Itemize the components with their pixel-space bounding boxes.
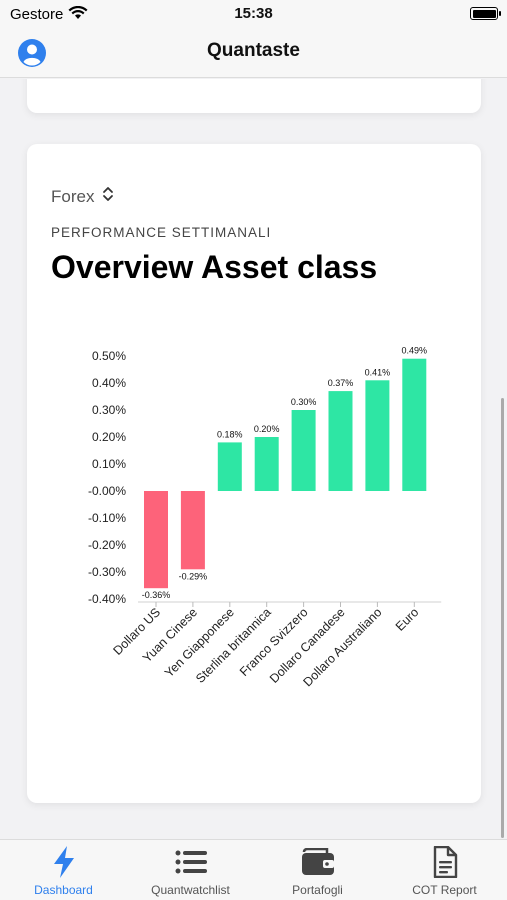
market-selector-label: Forex (51, 186, 95, 206)
chart-bar (180, 491, 205, 570)
y-tick-label: 0.40% (92, 376, 126, 390)
list-icon (127, 844, 254, 880)
data-label: 0.41% (365, 367, 391, 377)
dashboard-content[interactable]: Forex PERFORMANCE SETTIMANALI Overview A… (0, 79, 507, 839)
card-title: Overview Asset class (51, 249, 378, 285)
previous-card (27, 79, 481, 113)
chart-bar (254, 437, 279, 491)
chart-bar (144, 491, 168, 589)
x-tick-label: Euro (393, 605, 422, 634)
nav-bar: Quantaste (0, 28, 507, 78)
chart-bar (291, 410, 316, 491)
data-label: 0.37% (328, 378, 354, 388)
clock: 15:38 (234, 5, 273, 22)
wallet-icon (254, 844, 381, 880)
y-tick-label: 0.30% (92, 403, 126, 417)
carrier-label: Gestore (10, 6, 64, 23)
y-tick-label: -0.00% (88, 484, 126, 498)
data-label: 0.30% (291, 397, 317, 407)
y-tick-label: -0.30% (88, 565, 126, 579)
data-label: 0.20% (254, 424, 280, 434)
tab-label: COT Report (412, 883, 477, 897)
market-selector[interactable]: Forex (51, 186, 114, 207)
y-tick-label: -0.20% (88, 538, 126, 552)
y-tick-label: 0.20% (92, 430, 126, 444)
user-circle-icon[interactable] (17, 38, 47, 73)
data-label: -0.29% (179, 571, 208, 581)
status-bar: Gestore 15:38 (0, 0, 507, 28)
y-tick-label: -0.10% (88, 511, 126, 525)
tab-quantwatchlist[interactable]: Quantwatchlist (127, 840, 254, 900)
tab-label: Quantwatchlist (151, 883, 230, 897)
chart-bar (328, 391, 353, 491)
data-label: 0.18% (217, 429, 243, 439)
wifi-icon (68, 5, 88, 25)
data-label: 0.49% (402, 346, 428, 356)
scroll-indicator[interactable] (501, 398, 504, 838)
y-tick-label: 0.50% (92, 349, 126, 363)
up-down-chevron-icon (102, 186, 114, 207)
tab-portafogli[interactable]: Portafogli (254, 840, 381, 900)
tab-label: Portafogli (292, 883, 343, 897)
performance-bar-chart: 0.50% 0.40% 0.30% 0.20% 0.10% -0.00% -0.10% -0.… (88, 346, 442, 689)
chart-bar (365, 380, 390, 491)
tab-cot-report[interactable]: COT Report (381, 840, 507, 900)
asset-class-card: Forex PERFORMANCE SETTIMANALI Overview A… (27, 144, 481, 803)
tab-label: Dashboard (34, 883, 93, 897)
battery-icon (470, 7, 501, 20)
y-tick-label: 0.10% (92, 457, 126, 471)
page-title: Quantaste (207, 40, 300, 61)
data-label: -0.36% (142, 590, 171, 600)
chart-bar (217, 442, 242, 491)
y-tick-label: -0.40% (88, 592, 126, 606)
chart-bar (402, 358, 427, 491)
tab-bar: Dashboard Quantwatchlist Portafogli (0, 839, 507, 900)
tab-dashboard[interactable]: Dashboard (0, 840, 127, 900)
document-icon (381, 844, 507, 880)
bolt-icon (0, 844, 127, 880)
card-subtitle: PERFORMANCE SETTIMANALI (51, 225, 272, 240)
